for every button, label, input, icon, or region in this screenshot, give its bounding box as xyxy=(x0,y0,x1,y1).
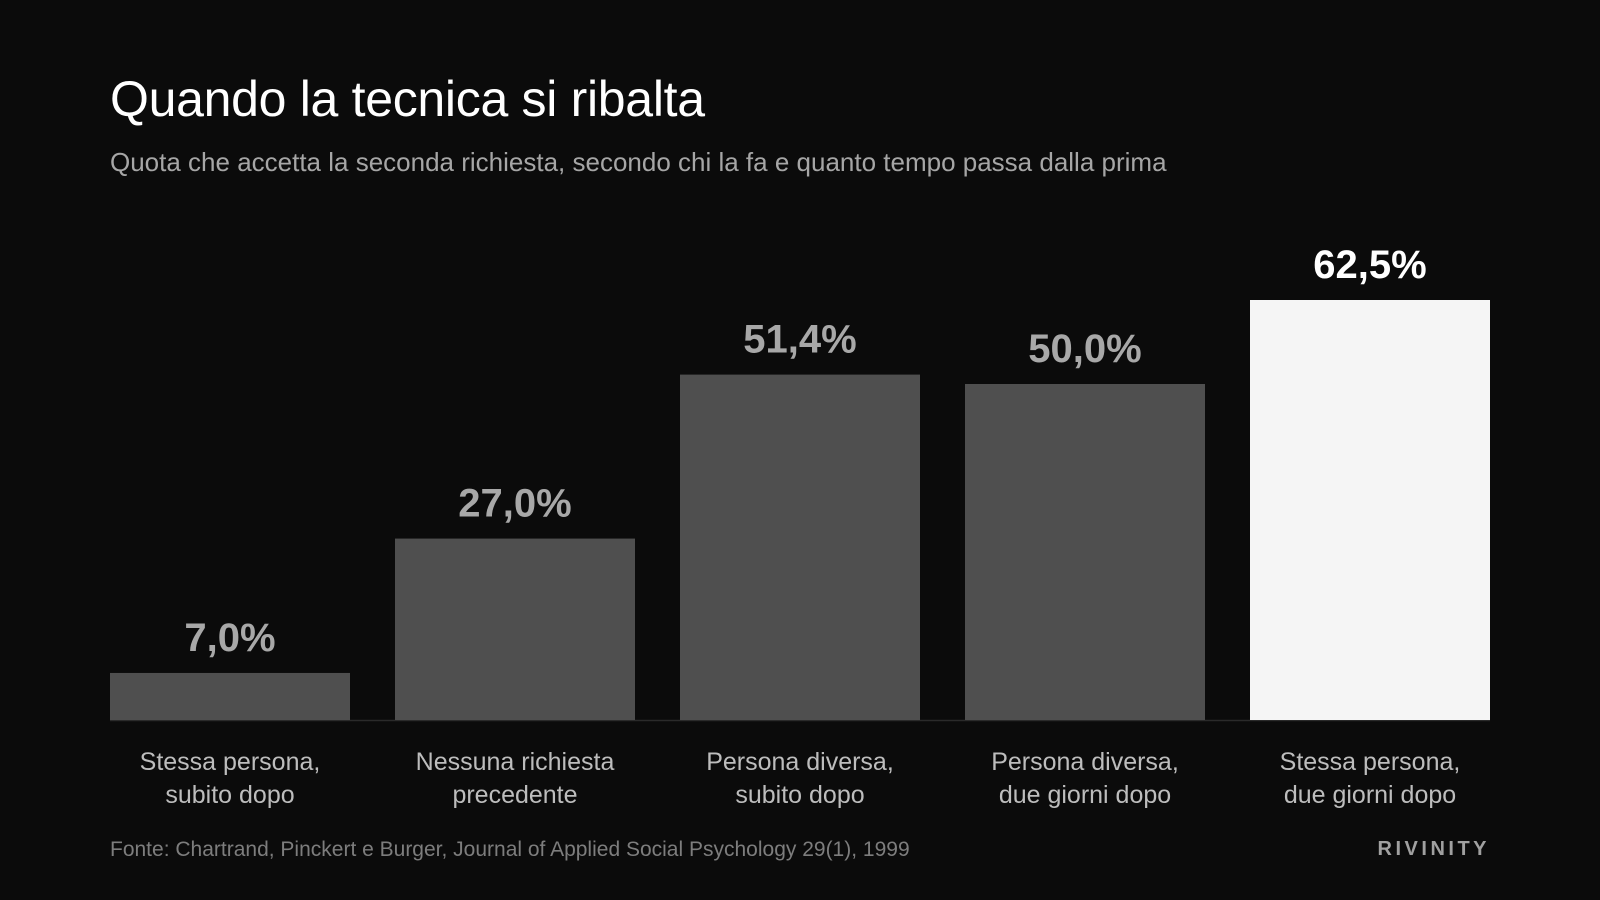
bar-value-label: 62,5% xyxy=(1313,243,1426,287)
category-label: Persona diversa, subito dopo xyxy=(706,748,894,809)
bar xyxy=(110,672,350,720)
bar-value-label: 27,0% xyxy=(458,482,571,526)
category-label: Stessa persona, due giorni dopo xyxy=(1280,748,1461,809)
bar-value-label: 51,4% xyxy=(743,318,856,362)
source-note: Fonte: Chartrand, Pinckert e Burger, Jou… xyxy=(110,838,910,861)
category-label-line: subito dopo xyxy=(165,781,294,809)
bar-value-label: 7,0% xyxy=(184,616,275,660)
bar xyxy=(965,384,1205,720)
category-label-line: due giorni dopo xyxy=(1284,781,1456,809)
category-label-line: Nessuna richiesta xyxy=(416,748,615,776)
category-label-line: Stessa persona, xyxy=(1280,748,1461,776)
bar xyxy=(395,538,635,720)
category-label: Persona diversa, due giorni dopo xyxy=(991,748,1179,809)
chart-title: Quando la tecnica si ribalta xyxy=(110,71,705,127)
brand-logo: RIVINITY xyxy=(1377,838,1490,860)
bar xyxy=(680,374,920,720)
category-label-line: Stessa persona, xyxy=(140,748,321,776)
category-label: Nessuna richiesta precedente xyxy=(416,748,615,809)
category-label-line: due giorni dopo xyxy=(999,781,1171,809)
category-label-line: precedente xyxy=(452,781,577,809)
bar xyxy=(1250,300,1490,720)
chart-subtitle: Quota che accetta la seconda richiesta, … xyxy=(110,147,1167,177)
category-label-line: Persona diversa, xyxy=(706,748,894,776)
category-label-line: subito dopo xyxy=(735,781,864,809)
category-label-line: Persona diversa, xyxy=(991,748,1179,776)
category-label: Stessa persona, subito dopo xyxy=(140,748,321,809)
bar-value-label: 50,0% xyxy=(1028,327,1141,371)
